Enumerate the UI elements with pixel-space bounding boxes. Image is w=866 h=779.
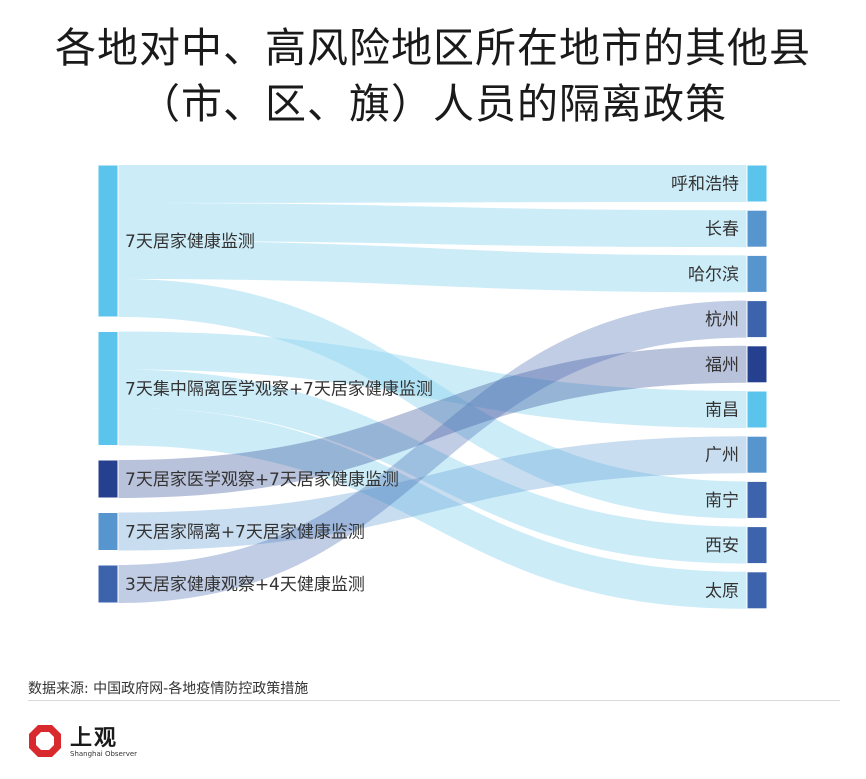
sankey-labels: 7天居家健康监测 7天集中隔离医学观察+7天居家健康监测 7天居家医学观察+7天居家… — [125, 175, 739, 602]
source-node-2 — [97, 459, 119, 499]
sankey-chart: 7天居家健康监测 7天集中隔离医学观察+7天居家健康监测 7天居家医学观察+7天居家… — [97, 164, 768, 610]
sankey-link-2 — [118, 241, 747, 293]
target-node-1 — [746, 209, 768, 248]
source-label-0: 7天居家健康监测 — [125, 232, 255, 252]
sankey-link-6 — [118, 407, 747, 609]
target-label-7: 南宁 — [705, 491, 739, 511]
target-node-2 — [746, 254, 768, 293]
target-label-1: 长春 — [705, 220, 739, 240]
source-label-1: 7天集中隔离医学观察+7天居家健康监测 — [125, 380, 433, 400]
target-node-3 — [746, 300, 768, 339]
sankey-link-3 — [118, 279, 747, 519]
sankey-link-4 — [118, 331, 747, 428]
data-source-note: 数据来源: 中国政府网-各地疫情防控政策措施 — [28, 681, 309, 697]
target-label-6: 广州 — [705, 446, 739, 466]
target-label-8: 西安 — [705, 536, 739, 556]
chart-title-line-2: （市、区、旗）人员的隔离政策 — [139, 80, 727, 128]
chart-title-line-1: 各地对中、高风险地区所在地市的其他县 — [55, 24, 811, 72]
octagon-logo-icon — [29, 725, 61, 757]
target-label-2: 哈尔滨 — [688, 265, 739, 285]
target-node-8 — [746, 526, 768, 565]
sankey-link-8 — [118, 436, 747, 551]
logo-subtitle: Shanghai Observer — [70, 750, 138, 758]
target-label-9: 太原 — [705, 581, 739, 601]
target-label-5: 南昌 — [705, 401, 739, 421]
target-node-5 — [746, 390, 768, 429]
logo-name: 上观 — [70, 725, 119, 751]
target-node-9 — [746, 571, 768, 610]
target-label-0: 呼和浩特 — [671, 175, 739, 195]
target-node-0 — [746, 164, 768, 203]
source-label-3: 7天居家隔离+7天居家健康监测 — [125, 523, 365, 543]
source-node-1 — [97, 331, 119, 446]
brand-logo: 上观 Shanghai Observer — [28, 720, 148, 768]
source-label-2: 7天居家医学观察+7天居家健康监测 — [125, 470, 399, 490]
sankey-nodes — [97, 164, 768, 610]
sankey-link-5 — [118, 369, 747, 564]
target-node-7 — [746, 480, 768, 519]
sankey-links — [118, 165, 747, 609]
sankey-link-7 — [118, 345, 747, 498]
sankey-link-0 — [118, 165, 747, 203]
source-node-3 — [97, 512, 119, 551]
footer-divider — [28, 700, 840, 701]
sankey-link-9 — [118, 300, 747, 603]
target-label-3: 杭州 — [705, 310, 739, 330]
source-node-0 — [97, 164, 119, 318]
source-label-4: 3天居家健康观察+4天健康监测 — [125, 575, 365, 595]
target-node-6 — [746, 435, 768, 474]
sankey-link-1 — [118, 203, 747, 248]
target-node-4 — [746, 345, 768, 384]
source-node-4 — [97, 564, 119, 604]
target-label-4: 福州 — [705, 355, 739, 375]
